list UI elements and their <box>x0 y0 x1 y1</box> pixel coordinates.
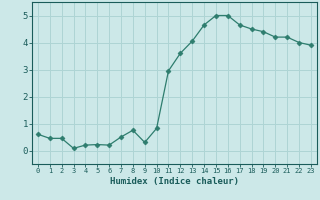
X-axis label: Humidex (Indice chaleur): Humidex (Indice chaleur) <box>110 177 239 186</box>
